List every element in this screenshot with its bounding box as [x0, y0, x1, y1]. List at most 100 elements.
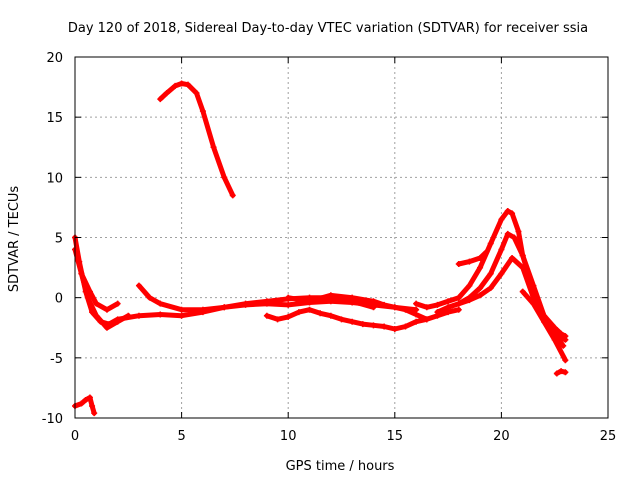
- data-point: [285, 301, 292, 308]
- data-point: [199, 306, 206, 313]
- series-trace: [157, 81, 236, 198]
- data-point: [172, 82, 179, 89]
- data-point: [229, 192, 236, 199]
- data-point: [93, 312, 100, 319]
- data-series: [72, 80, 569, 417]
- data-point: [483, 248, 490, 255]
- y-tick-label: 0: [55, 292, 63, 307]
- data-point: [327, 292, 334, 299]
- data-point: [274, 316, 281, 323]
- data-point: [477, 292, 484, 299]
- data-point: [466, 282, 473, 289]
- data-point: [498, 270, 505, 277]
- chart-title: Day 120 of 2018, Sidereal Day-to-day VTE…: [68, 21, 588, 36]
- data-point: [477, 254, 484, 261]
- y-tick-label: 15: [46, 111, 63, 126]
- data-point: [370, 298, 377, 305]
- data-point: [423, 316, 430, 323]
- data-point: [562, 357, 569, 364]
- data-point: [551, 330, 558, 337]
- data-point: [370, 304, 377, 311]
- series-trace: [72, 247, 131, 331]
- data-point: [103, 306, 110, 313]
- data-point: [511, 234, 518, 241]
- data-point: [317, 310, 324, 317]
- data-point: [487, 270, 494, 277]
- data-point: [477, 285, 484, 292]
- data-point: [263, 298, 270, 305]
- data-point: [519, 252, 526, 259]
- data-point: [455, 260, 462, 267]
- data-point: [242, 300, 249, 307]
- series-arc-high: [157, 80, 236, 199]
- data-point: [504, 208, 511, 215]
- data-point: [359, 321, 366, 328]
- data-point: [381, 323, 388, 330]
- x-tick-label: 20: [493, 429, 510, 444]
- y-tick-label: -10: [42, 412, 63, 427]
- series-arc-low: [72, 394, 98, 417]
- series-arc-late-e: [519, 288, 569, 343]
- data-point: [413, 300, 420, 307]
- data-point: [91, 410, 98, 417]
- data-point: [285, 313, 292, 320]
- data-point: [519, 264, 526, 271]
- series-arc-mid-a: [263, 306, 462, 332]
- data-point: [349, 318, 356, 325]
- data-point: [178, 312, 185, 319]
- data-point: [306, 306, 313, 313]
- data-point: [553, 370, 560, 377]
- series-arc-late-c: [455, 254, 569, 364]
- x-tick-label: 0: [71, 429, 79, 444]
- data-point: [263, 312, 270, 319]
- series-arc-late-b: [434, 230, 567, 349]
- data-point: [413, 311, 420, 318]
- data-point: [562, 369, 569, 376]
- data-point: [498, 216, 505, 223]
- series-arc-early-c: [78, 270, 121, 313]
- data-point: [89, 402, 96, 409]
- data-point: [466, 258, 473, 265]
- data-point: [541, 318, 548, 325]
- data-point: [86, 394, 93, 401]
- data-point: [487, 240, 494, 247]
- data-point: [125, 312, 132, 319]
- data-point: [509, 254, 516, 261]
- x-tick-label: 25: [600, 429, 617, 444]
- data-point: [558, 368, 565, 375]
- data-point: [504, 230, 511, 237]
- data-point: [178, 80, 185, 87]
- data-point: [498, 246, 505, 253]
- series-trace: [434, 231, 566, 349]
- series-arc-tail: [553, 368, 569, 377]
- series-arc-mid-b: [285, 292, 430, 323]
- y-axis-ticks: -10 -5 0 5 10 15 20: [42, 51, 608, 427]
- data-point: [338, 316, 345, 323]
- y-tick-label: 20: [46, 51, 63, 66]
- data-point: [413, 318, 420, 325]
- x-tick-label: 5: [177, 429, 185, 444]
- data-point: [477, 264, 484, 271]
- data-point: [551, 336, 558, 343]
- data-point: [402, 306, 409, 313]
- data-point: [381, 301, 388, 308]
- y-tick-label: -5: [50, 352, 63, 367]
- data-point: [515, 228, 522, 235]
- data-point: [455, 306, 462, 313]
- data-point: [391, 304, 398, 311]
- data-point: [210, 144, 217, 151]
- data-point: [157, 311, 164, 318]
- data-point: [163, 90, 170, 97]
- data-point: [509, 210, 516, 217]
- data-point: [434, 309, 441, 316]
- x-axis-ticks: 0 5 10 15 20 25: [71, 57, 616, 444]
- data-point: [455, 294, 462, 301]
- data-point: [114, 318, 121, 325]
- x-tick-label: 10: [280, 429, 297, 444]
- data-point: [82, 396, 89, 403]
- data-point: [221, 174, 228, 181]
- data-point: [402, 323, 409, 330]
- y-tick-label: 10: [46, 171, 63, 186]
- data-point: [391, 325, 398, 332]
